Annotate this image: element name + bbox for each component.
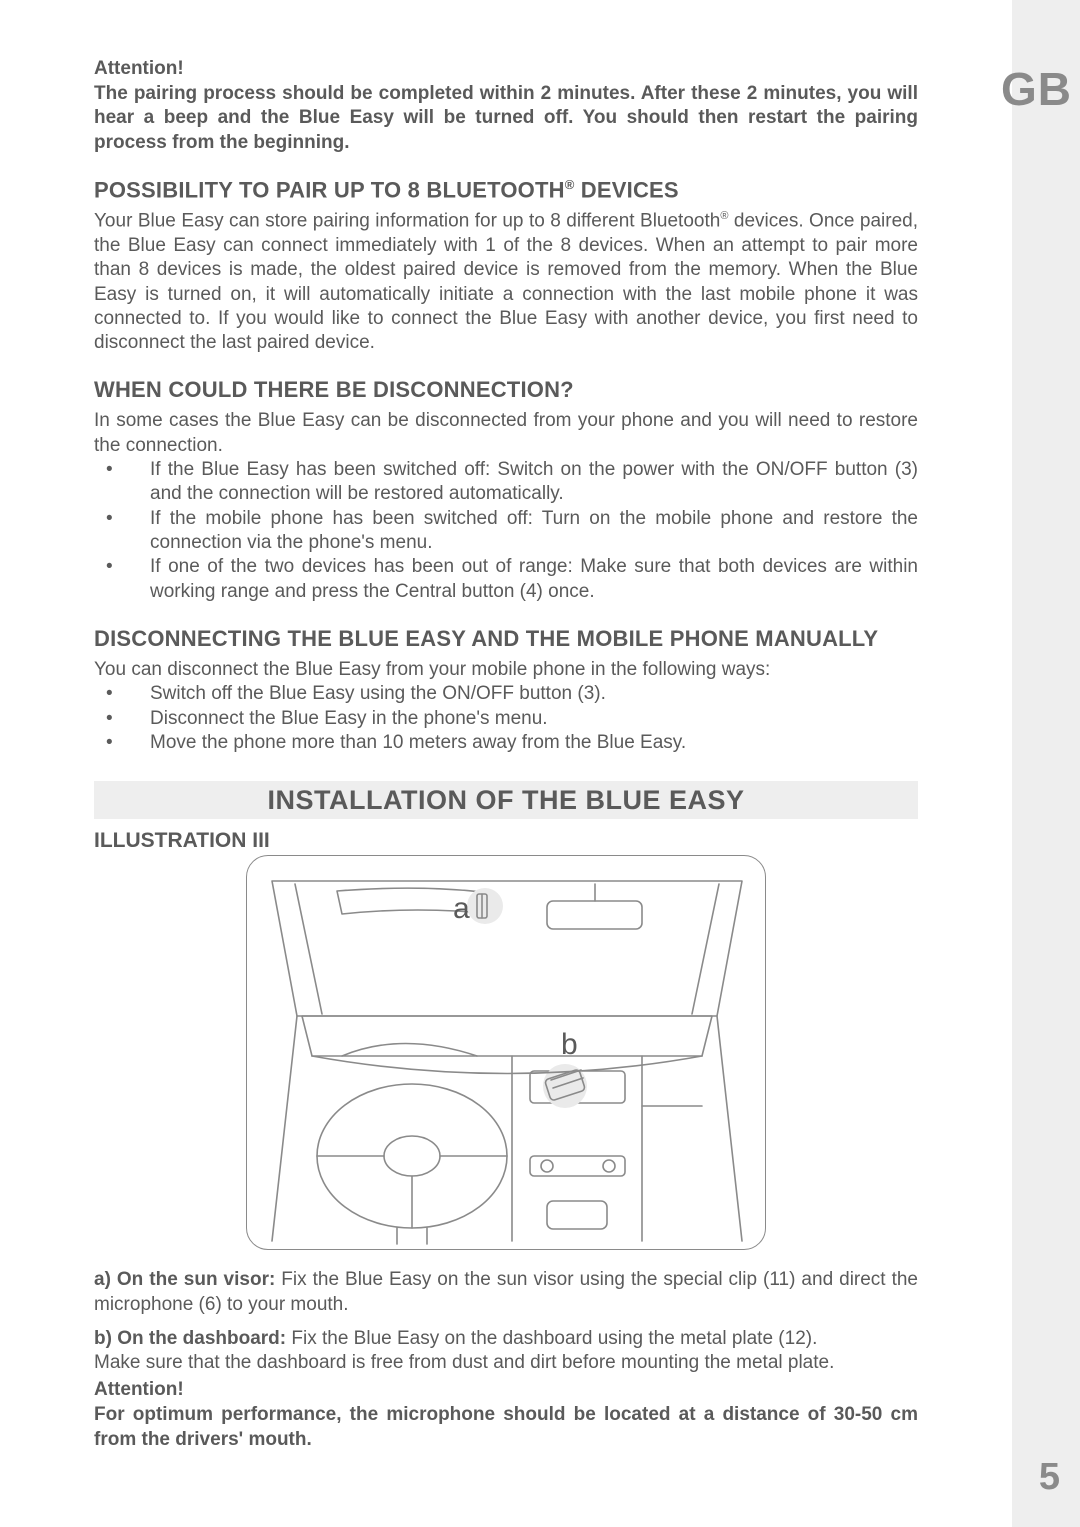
attention-body: The pairing process should be completed …	[94, 82, 918, 155]
heading-pair: POSSIBILITY TO PAIR UP TO 8 BLUETOOTH® D…	[94, 177, 918, 203]
list-item: If the Blue Easy has been switched off: …	[94, 458, 918, 507]
illustration-dashboard: a b	[246, 855, 766, 1250]
section-title: INSTALLATION OF THE BLUE EASY	[268, 785, 745, 816]
illust-label-a: a	[453, 892, 470, 925]
illustration-wrap: a b	[94, 855, 918, 1250]
heading-text: POSSIBILITY TO PAIR UP TO 8 BLUETOOTH	[94, 177, 565, 202]
heading-illustration: ILLUSTRATION III	[94, 829, 918, 853]
side-tab	[1012, 0, 1080, 1527]
option-b: b) On the dashboard: Fix the Blue Easy o…	[94, 1327, 918, 1351]
list-item: Move the phone more than 10 meters away …	[94, 731, 918, 755]
page-content: Attention! The pairing process should be…	[0, 0, 1012, 1512]
list-item: If one of the two devices has been out o…	[94, 555, 918, 604]
option-b-lead: b) On the dashboard:	[94, 1328, 286, 1349]
heading-manual-disconnect: DISCONNECTING THE BLUE EASY AND THE MOBI…	[94, 626, 918, 652]
attention-label: Attention!	[94, 58, 918, 80]
list-manual-disconnect: Switch off the Blue Easy using the ON/OF…	[94, 682, 918, 755]
option-a-lead: a) On the sun visor:	[94, 1269, 275, 1290]
language-badge: GB	[1001, 62, 1072, 116]
para-pair: Your Blue Easy can store pairing informa…	[94, 209, 918, 355]
option-b-rest: Fix the Blue Easy on the dashboard using…	[286, 1328, 817, 1349]
list-disconnection: If the Blue Easy has been switched off: …	[94, 458, 918, 604]
heading-disconnection: WHEN COULD THERE BE DISCONNECTION?	[94, 377, 918, 403]
para-manual-intro: You can disconnect the Blue Easy from yo…	[94, 658, 918, 682]
option-b-note: Make sure that the dashboard is free fro…	[94, 1351, 918, 1375]
list-item: Disconnect the Blue Easy in the phone's …	[94, 707, 918, 731]
list-item: Switch off the Blue Easy using the ON/OF…	[94, 682, 918, 706]
page-number: 5	[1039, 1456, 1060, 1499]
option-a: a) On the sun visor: Fix the Blue Easy o…	[94, 1268, 918, 1317]
dashboard-svg: a b	[247, 856, 767, 1251]
heading-text: DEVICES	[574, 177, 678, 202]
section-band: INSTALLATION OF THE BLUE EASY	[94, 781, 918, 819]
illust-label-b: b	[561, 1028, 578, 1061]
list-item: If the mobile phone has been switched of…	[94, 507, 918, 556]
attention-label-2: Attention!	[94, 1379, 918, 1401]
para-disc-intro: In some cases the Blue Easy can be disco…	[94, 409, 918, 458]
body-text: Your Blue Easy can store pairing informa…	[94, 211, 720, 232]
attention-body-2: For optimum performance, the microphone …	[94, 1403, 918, 1452]
